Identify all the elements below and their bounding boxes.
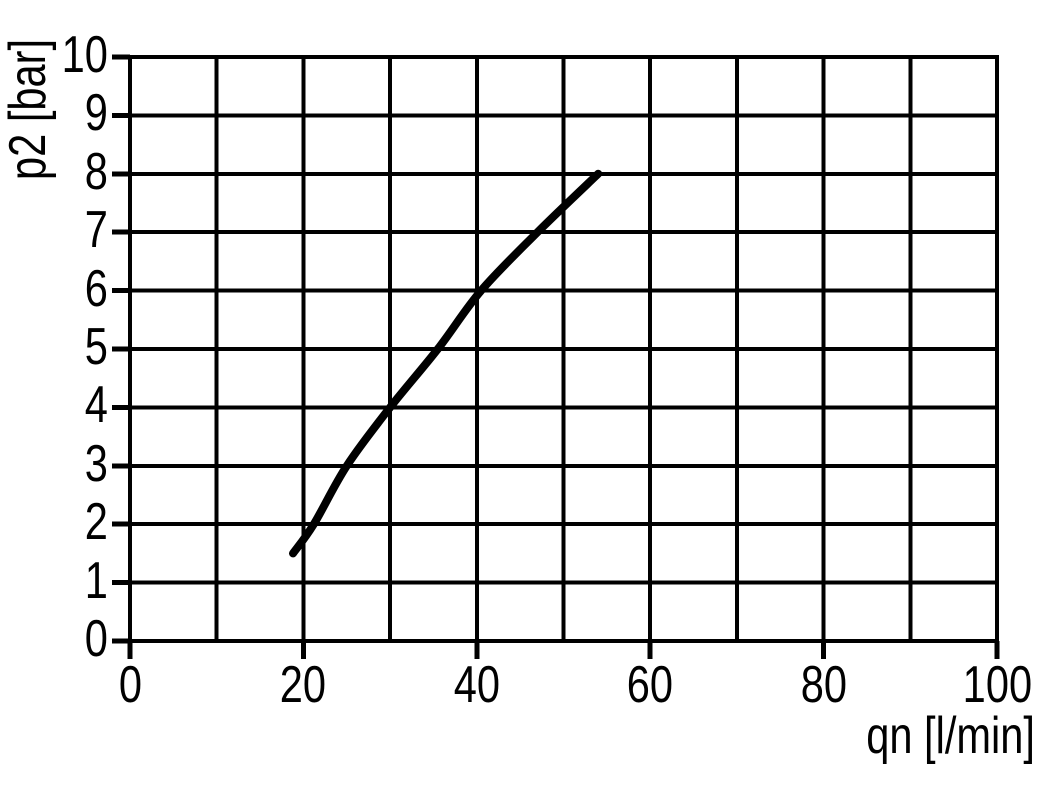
x-tick-label: 100 (927, 659, 1051, 711)
x-tick-label-text: 20 (280, 656, 327, 714)
y-tick-label-text: 3 (84, 434, 108, 493)
pressure-drop-curve (289, 169, 603, 558)
x-tick-label-text: 0 (118, 656, 142, 714)
x-tick-label: 20 (233, 659, 373, 711)
y-tick-label: 3 (0, 438, 108, 490)
y-tick-label-text: 6 (84, 259, 108, 318)
y-tick-label: 0 (0, 613, 108, 665)
x-tick-label: 40 (407, 659, 547, 711)
x-axis-title: qn [l/min] (635, 710, 1035, 762)
y-tick-label-text: 2 (84, 493, 108, 552)
y-tick-label: 1 (0, 555, 108, 607)
y-tick-label: 9 (0, 87, 108, 139)
x-tick-label-text: 80 (800, 656, 847, 714)
y-tick-label-text: 10 (61, 26, 108, 84)
x-tick-label: 60 (580, 659, 720, 711)
y-tick-label: 4 (0, 379, 108, 431)
y-tick-label-text: 8 (84, 142, 108, 201)
y-tick-label-text: 7 (84, 201, 108, 260)
x-tick-label: 0 (60, 659, 200, 711)
y-tick-label: 5 (0, 321, 108, 373)
x-axis-title-text: qn [l/min] (866, 707, 1035, 765)
y-tick-label: 10 (0, 29, 108, 81)
y-tick-label: 2 (0, 496, 108, 548)
y-tick-label: 6 (0, 263, 108, 315)
y-axis-title-text: p2 [bar] (0, 38, 57, 180)
y-tick-label-text: 9 (84, 84, 108, 143)
y-tick-label-text: 0 (84, 610, 108, 668)
y-axis-title: p2 [bar] (0, 0, 57, 180)
x-tick-label-text: 60 (627, 656, 674, 714)
y-tick-label: 7 (0, 204, 108, 256)
x-tick-label-text: 100 (962, 656, 1032, 714)
y-tick-label: 8 (0, 146, 108, 198)
x-tick-label-text: 40 (453, 656, 500, 714)
y-tick-label-text: 5 (84, 318, 108, 376)
x-tick-label: 80 (754, 659, 894, 711)
y-tick-label-text: 1 (84, 551, 108, 610)
y-tick-label-text: 4 (84, 376, 108, 435)
